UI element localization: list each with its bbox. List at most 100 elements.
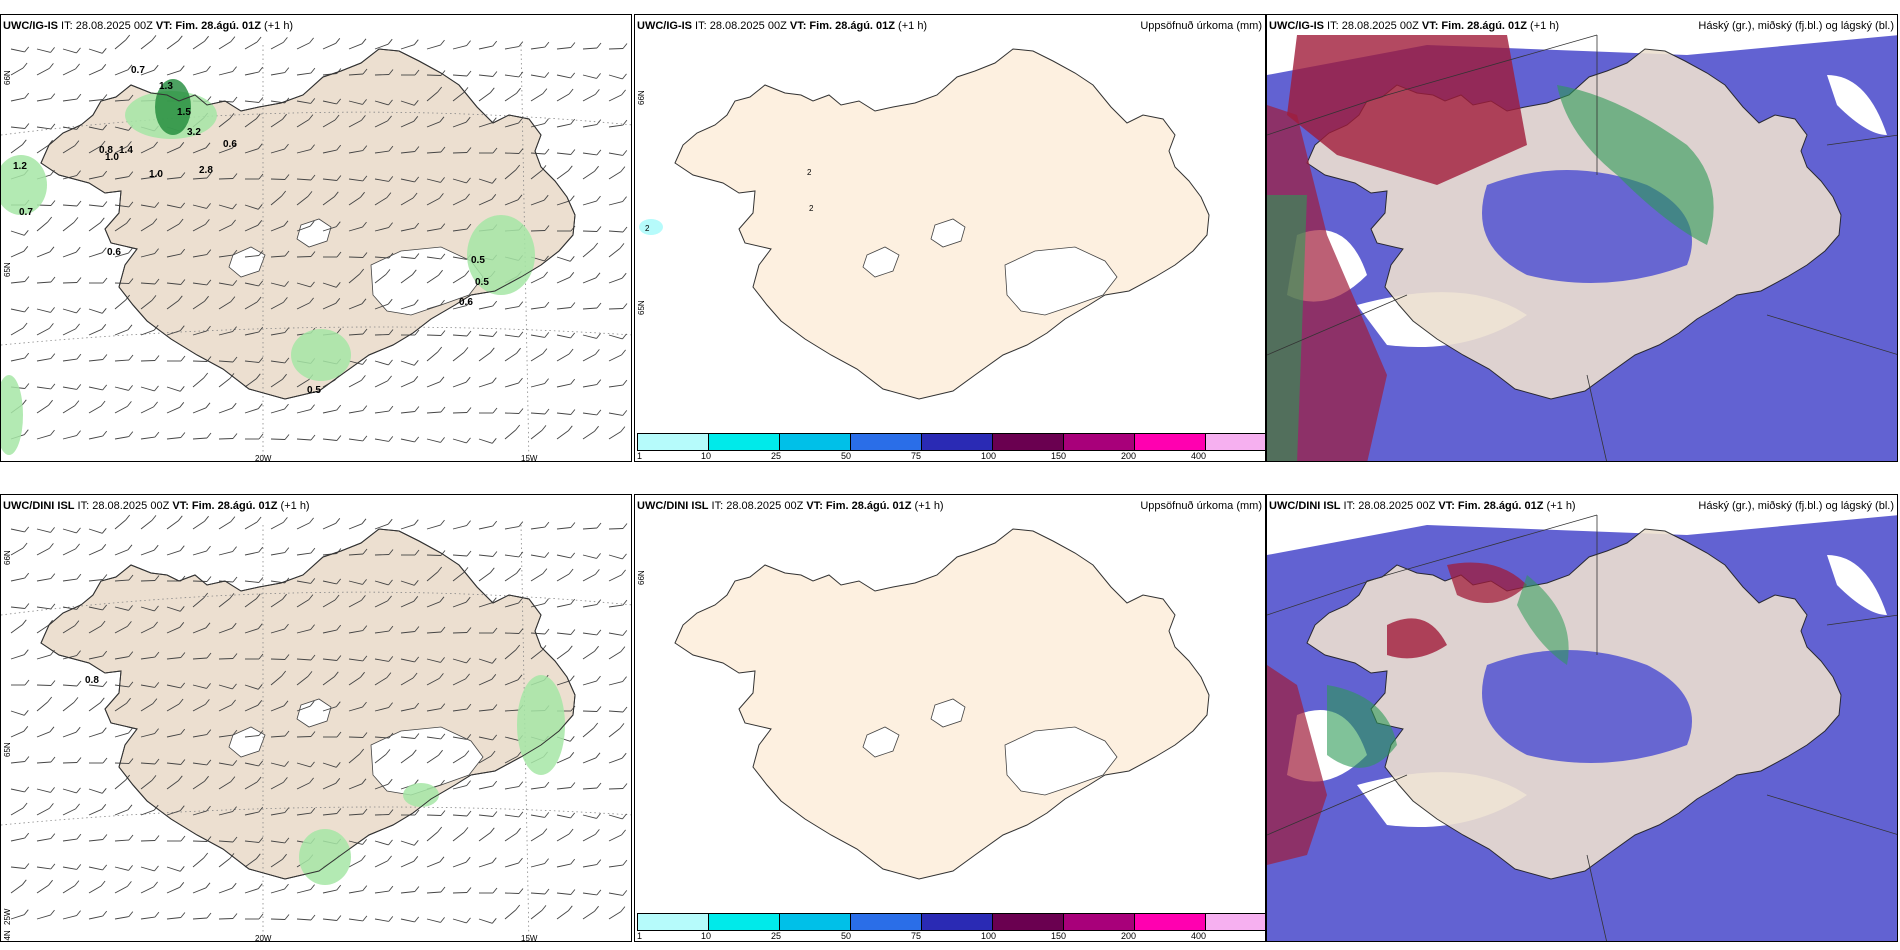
colorbar-tick-label: 200 (1121, 931, 1137, 941)
model-name: UWC/IG-IS (3, 20, 58, 32)
latitude-label: 65N (3, 262, 12, 277)
panel-accum-precip-bottom: 66N UWC/DINI ISL IT: 28.08.2025 00Z VT: F… (634, 494, 1266, 942)
precip-areas (299, 675, 565, 885)
glacier-outline (862, 726, 900, 758)
map-canvas: 66N 65N 2 2 2 (637, 48, 1210, 400)
latitude-label: 66N (637, 90, 646, 105)
model-name: UWC/IG-IS (1269, 20, 1324, 32)
field-title: Háský (gr.), miðský (fj.bl.) og lágský (… (1698, 500, 1894, 512)
valid-time: VT: Fim. 28.ágú. 01Z (1438, 500, 1544, 512)
lead-time: (+1 h) (1543, 500, 1576, 512)
init-time: IT: 28.08.2025 00Z (1324, 20, 1422, 32)
precip-colorbar (637, 913, 1265, 931)
precip-value-label: 0.7 (19, 207, 33, 218)
panel-clouds-bottom: UWC/DINI ISL IT: 28.08.2025 00Z VT: Fim.… (1266, 494, 1898, 942)
colorbar-tick-label: 50 (841, 451, 852, 461)
precip-value-label: 3.2 (187, 127, 201, 138)
precip-colorbar (637, 433, 1265, 451)
field-title: Uppsöfnuð úrkoma (mm) (1140, 20, 1262, 32)
colorbar-tick-label: 400 (1191, 451, 1207, 461)
colorbar-segment (850, 913, 921, 931)
precip-value-label: 1.0 (105, 152, 119, 163)
init-time: IT: 28.08.2025 00Z (58, 20, 156, 32)
precip-value-label: 0.8 (85, 675, 99, 686)
model-name: UWC/DINI ISL (3, 500, 75, 512)
precip-area (299, 829, 351, 885)
lead-time: (+1 h) (261, 20, 294, 32)
colorbar-tick-label: 1 (637, 931, 643, 941)
map-canvas: 66N (637, 528, 1210, 880)
colorbar-tick-label: 400 (1191, 931, 1207, 941)
precip-value-label: 0.6 (107, 247, 121, 258)
latitude-label: 65N (637, 300, 646, 315)
colorbar-tick-label: 150 (1051, 931, 1067, 941)
precip-value-label: 1.2 (13, 161, 27, 172)
panel-header: UWC/DINI ISL IT: 28.08.2025 00Z VT: Fim.… (3, 500, 310, 512)
colorbar-segment (921, 433, 992, 451)
glacier-outline (930, 698, 966, 728)
panel-wind-precip-bottom: 0.8 66N 65N 64N 25W 20W 15W UWC/DINI ISL IT: 28… (0, 494, 632, 942)
model-name: UWC/DINI ISL (637, 500, 709, 512)
colorbar-tick-label: 100 (981, 931, 997, 941)
precip-value-label: 2.8 (199, 165, 213, 176)
init-time: IT: 28.08.2025 00Z (692, 20, 790, 32)
lat-lon-grid (1267, 34, 1897, 461)
mid-cloud-layer (1267, 562, 1527, 865)
longitude-label: 15W (521, 934, 538, 942)
panel-clouds-top: UWC/IG-IS IT: 28.08.2025 00Z VT: Fim. 28… (1266, 14, 1898, 462)
precip-area (639, 219, 663, 235)
accum-value-label: 2 (645, 224, 650, 233)
precip-area (291, 329, 351, 381)
glacier-outline (296, 218, 332, 248)
precip-value-label: 0.6 (459, 297, 473, 308)
valid-time: VT: Fim. 28.ágú. 01Z (155, 20, 261, 32)
colorbar-tick-label: 1 (637, 451, 643, 461)
map-canvas (1267, 495, 1897, 941)
map-canvas: 0.71.31.53.20.60.81.01.41.21.0 2.80.70.60… (1, 34, 631, 462)
longitude-label: 20W (255, 454, 272, 462)
lead-time: (+1 h) (911, 500, 944, 512)
glacier-outline (370, 726, 484, 796)
precip-value-label: 0.8 (99, 145, 113, 156)
colorbar-tick-label: 50 (841, 931, 852, 941)
panel-header: UWC/DINI ISL IT: 28.08.2025 00Z VT: Fim.… (1269, 500, 1576, 512)
panel-header: UWC/IG-IS IT: 28.08.2025 00Z VT: Fim. 28… (3, 20, 293, 32)
colorbar-segment (1205, 433, 1265, 451)
latitude-label: 66N (637, 570, 646, 585)
colorbar-tick-label: 10 (701, 451, 712, 461)
map-canvas: 0.8 66N 65N 64N 25W 20W 15W (1, 514, 631, 942)
valid-time: VT: Fim. 28.ágú. 01Z (172, 500, 278, 512)
precip-area (403, 783, 439, 807)
init-time: IT: 28.08.2025 00Z (74, 500, 173, 512)
colorbar-segment (992, 913, 1063, 931)
accum-value-label: 2 (807, 168, 812, 177)
colorbar-ticks: 1 10 25 50 75 100 150 200 400 (637, 931, 1265, 941)
precip-value-label: 1.0 (149, 169, 163, 180)
glacier-outline (370, 246, 484, 316)
model-name: UWC/DINI ISL (1269, 500, 1341, 512)
precip-value-label: 1.4 (119, 145, 133, 156)
longitude-label: 15W (521, 454, 538, 462)
latitude-label: 66N (3, 70, 12, 85)
colorbar-segment (1134, 913, 1205, 931)
colorbar-tick-label: 200 (1121, 451, 1137, 461)
model-name: UWC/IG-IS (637, 20, 692, 32)
precip-value-label: 1.3 (159, 81, 173, 92)
accum-value-label: 2 (809, 204, 814, 213)
panel-header: UWC/IG-IS IT: 28.08.2025 00Z VT: Fim. 28… (1269, 20, 1559, 32)
lead-time: (+1 h) (895, 20, 928, 32)
colorbar-tick-label: 100 (981, 451, 997, 461)
colorbar-segment (708, 913, 779, 931)
colorbar-tick-label: 25 (771, 931, 782, 941)
colorbar-tick-label: 10 (701, 931, 712, 941)
wind-barbs (10, 514, 628, 924)
lat-lon-grid (1267, 514, 1897, 941)
precip-value-label: 0.7 (131, 65, 145, 76)
glacier-outline (228, 726, 266, 758)
field-title: Háský (gr.), miðský (fj.bl.) og lágský (… (1698, 20, 1894, 32)
longitude-label: 20W (255, 934, 272, 942)
precip-core (155, 79, 191, 135)
precip-area (467, 215, 535, 295)
glacier-outline (1004, 246, 1118, 316)
longitude-label: 25W (3, 908, 12, 925)
